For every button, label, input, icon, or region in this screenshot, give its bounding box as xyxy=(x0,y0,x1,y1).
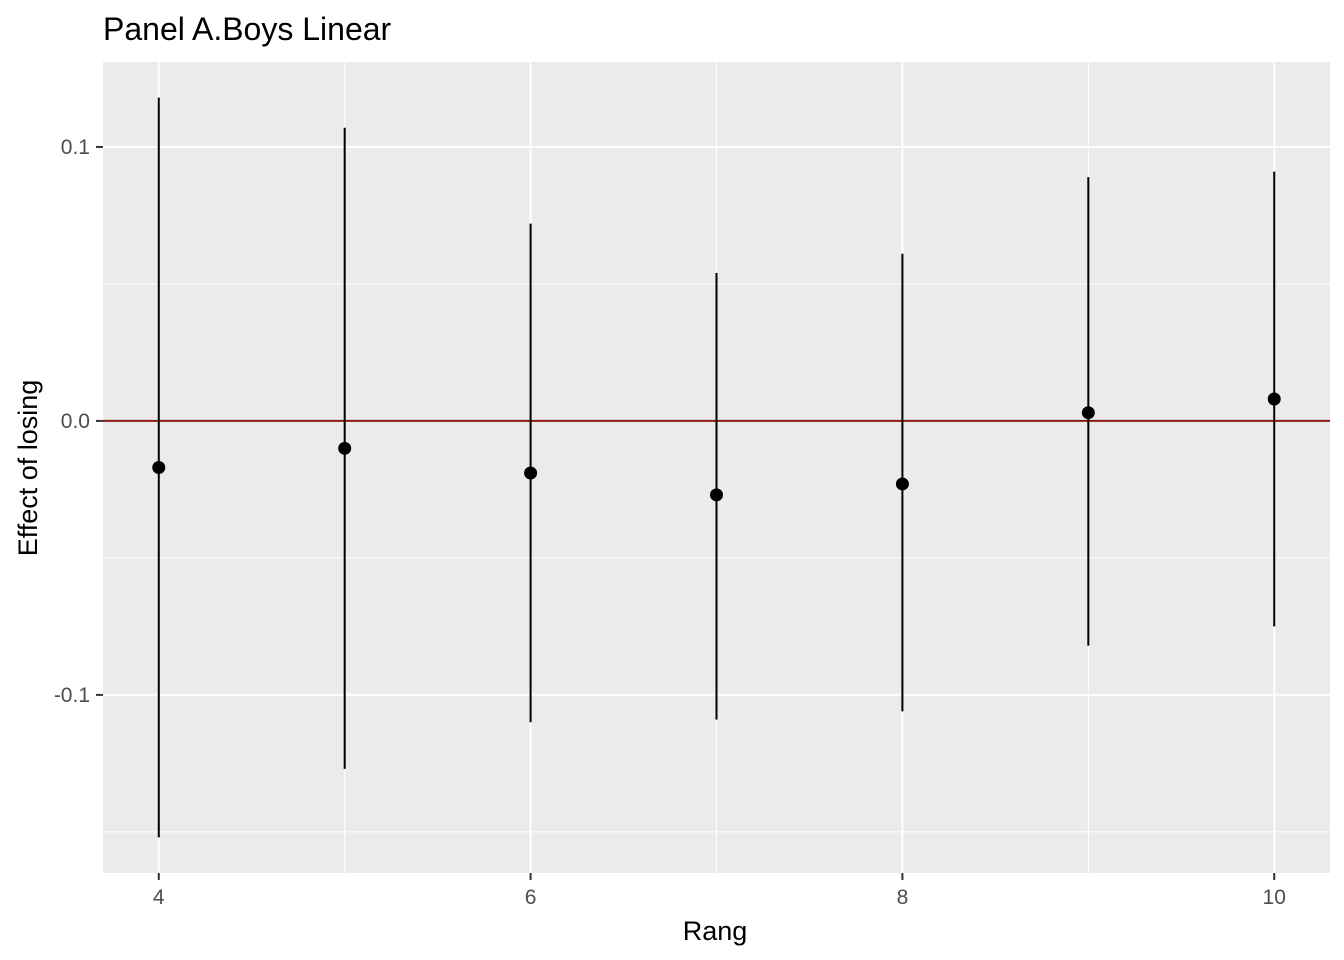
chart-title: Panel A.Boys Linear xyxy=(103,11,392,47)
x-tick-label: 8 xyxy=(897,886,909,909)
x-tick-label: 10 xyxy=(1263,886,1286,909)
data-point xyxy=(338,441,352,455)
y-tick-label: 0.1 xyxy=(61,136,90,159)
data-point xyxy=(710,488,723,502)
y-axis-title: Effect of losing xyxy=(13,380,43,557)
x-axis-title: Rang xyxy=(683,916,748,946)
y-tick-label: -0.1 xyxy=(54,684,90,707)
y-axis-ticks: -0.1 0.0 0.1 xyxy=(54,136,103,707)
x-tick-label: 6 xyxy=(525,886,537,909)
data-point xyxy=(1267,392,1281,406)
x-axis-ticks: 4 6 8 10 xyxy=(153,873,1286,909)
data-point xyxy=(152,461,166,474)
x-tick-label: 4 xyxy=(153,886,165,909)
data-point xyxy=(1081,406,1095,420)
data-point xyxy=(895,477,909,491)
data-points xyxy=(152,392,1281,502)
y-tick-label: 0.0 xyxy=(61,410,90,433)
data-point xyxy=(524,466,538,480)
